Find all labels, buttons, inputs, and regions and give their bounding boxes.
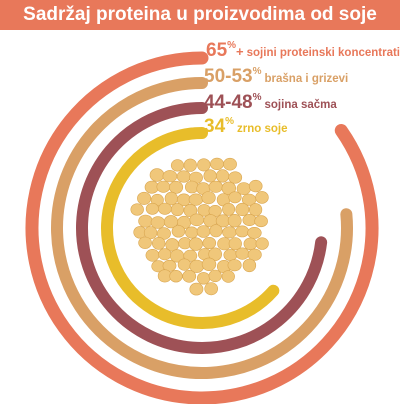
soybean (188, 193, 204, 206)
soybean (243, 237, 258, 251)
soybean (221, 270, 235, 283)
soybean (222, 202, 236, 216)
chart-title: Sadržaj proteina u proizvodima od soje (0, 0, 400, 30)
arc-1 (51, 77, 353, 379)
soybean (235, 225, 249, 238)
soybean (130, 203, 144, 216)
soybean (177, 258, 191, 271)
soybean (204, 282, 218, 296)
soybean (255, 191, 269, 204)
soybean (197, 158, 211, 172)
soybean (138, 236, 152, 249)
soybean (223, 249, 238, 261)
soybean (227, 259, 242, 272)
soybean (228, 191, 242, 204)
value-concentrates: 65 (206, 40, 228, 61)
soybean (227, 214, 242, 228)
soybean (235, 202, 250, 217)
soybean (185, 226, 199, 239)
soybean (210, 157, 224, 170)
soybean (208, 269, 222, 283)
label-concentrates: 65%+ sojini proteinski koncentrati (206, 40, 400, 62)
soybean (149, 168, 165, 182)
name-bean: zrno soje (237, 123, 288, 135)
soybean (208, 247, 222, 261)
soybean (156, 180, 171, 193)
soybean-pile-image (130, 157, 269, 296)
soybean (188, 237, 203, 251)
soybean (201, 191, 216, 205)
soybean (145, 202, 159, 215)
arc-series-group (25, 51, 379, 404)
soybean (162, 170, 178, 183)
unit-meal: % (252, 92, 262, 103)
soybean (138, 214, 153, 228)
soybean (255, 237, 269, 250)
soybean (184, 180, 199, 194)
value-flour: 50-53 (204, 66, 253, 87)
soybean (197, 272, 211, 285)
soybean (145, 249, 160, 262)
soybean (242, 258, 257, 273)
unit-flour: % (252, 66, 262, 77)
soybean (158, 202, 172, 215)
soybean (235, 247, 250, 260)
soybean (152, 236, 166, 250)
name-flour: brašna i grizevi (264, 73, 349, 85)
soybean (247, 226, 262, 239)
value-bean: 34 (204, 116, 226, 137)
unit-bean: % (225, 116, 235, 127)
soybean (182, 269, 197, 283)
soybean (183, 249, 198, 262)
soybean (170, 159, 185, 172)
value-meal: 44-48 (204, 92, 253, 113)
soybean (158, 248, 172, 261)
soybean (228, 171, 243, 184)
suffix-concentrates: + (236, 44, 244, 59)
soybean (176, 170, 191, 183)
soybean (254, 215, 268, 228)
soybean (196, 225, 211, 238)
name-concentrates: sojini proteinski koncentrati (246, 47, 400, 59)
label-bean: 34%zrno soje (204, 116, 288, 138)
soybean (170, 203, 184, 217)
soybean (169, 180, 184, 194)
soybean (249, 203, 263, 217)
label-meal: 44-48%sojina sačma (204, 92, 337, 114)
soybean (137, 191, 152, 205)
name-meal: sojina sačma (264, 99, 337, 111)
arc-3 (101, 127, 280, 329)
soybean (203, 169, 217, 183)
soybean (223, 157, 237, 171)
soybean (247, 248, 262, 261)
soybean (189, 213, 205, 227)
soybean (201, 257, 217, 271)
soybean (183, 158, 197, 172)
soybean (228, 237, 242, 251)
soybean (171, 225, 186, 238)
unit-concentrates: % (227, 40, 237, 51)
label-flour: 50-53%brašna i grizevi (204, 66, 348, 88)
arc-0 (25, 51, 379, 404)
soybean (150, 216, 166, 229)
soybean (169, 270, 183, 283)
soybean (216, 169, 230, 183)
soybean (248, 179, 263, 193)
soybean (242, 214, 257, 227)
soybean (222, 226, 237, 239)
arc-2 (76, 102, 328, 354)
soybean (189, 282, 204, 296)
soybean (208, 180, 223, 193)
soybean (209, 224, 223, 238)
soybean (202, 237, 217, 250)
soybean (221, 181, 237, 196)
